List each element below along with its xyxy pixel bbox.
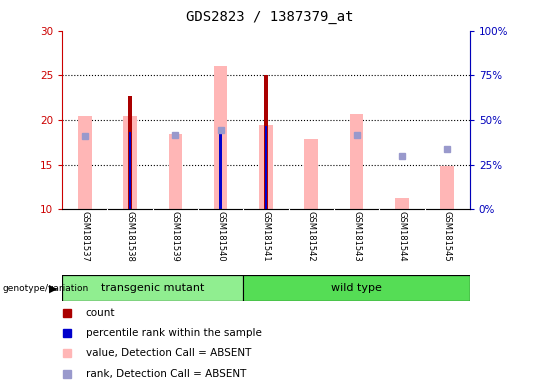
- Text: GSM181538: GSM181538: [126, 211, 134, 262]
- Text: GSM181542: GSM181542: [307, 211, 316, 262]
- Text: GSM181544: GSM181544: [397, 211, 406, 262]
- Text: GSM181537: GSM181537: [80, 211, 89, 262]
- Text: GSM181540: GSM181540: [216, 211, 225, 262]
- Text: GSM181543: GSM181543: [352, 211, 361, 262]
- Text: ▶: ▶: [49, 284, 58, 294]
- Bar: [259, 125, 273, 209]
- Bar: [440, 166, 454, 209]
- Text: GSM181539: GSM181539: [171, 211, 180, 262]
- Text: GSM181545: GSM181545: [443, 211, 451, 262]
- Bar: [350, 114, 363, 209]
- Bar: [265, 126, 267, 209]
- Bar: [244, 275, 470, 301]
- Bar: [128, 96, 132, 209]
- Bar: [62, 275, 244, 301]
- Bar: [264, 75, 268, 209]
- Text: value, Detection Call = ABSENT: value, Detection Call = ABSENT: [85, 348, 251, 358]
- Bar: [78, 116, 92, 209]
- Text: GDS2823 / 1387379_at: GDS2823 / 1387379_at: [186, 10, 354, 23]
- Text: wild type: wild type: [331, 283, 382, 293]
- Bar: [219, 129, 222, 209]
- Text: percentile rank within the sample: percentile rank within the sample: [85, 328, 261, 338]
- Text: transgenic mutant: transgenic mutant: [101, 283, 204, 293]
- Bar: [123, 116, 137, 209]
- Bar: [129, 132, 131, 209]
- Text: genotype/variation: genotype/variation: [3, 284, 89, 293]
- Bar: [214, 66, 227, 209]
- Text: count: count: [85, 308, 115, 318]
- Bar: [168, 134, 182, 209]
- Bar: [395, 198, 409, 209]
- Bar: [305, 139, 318, 209]
- Text: rank, Detection Call = ABSENT: rank, Detection Call = ABSENT: [85, 369, 246, 379]
- Text: GSM181541: GSM181541: [261, 211, 271, 262]
